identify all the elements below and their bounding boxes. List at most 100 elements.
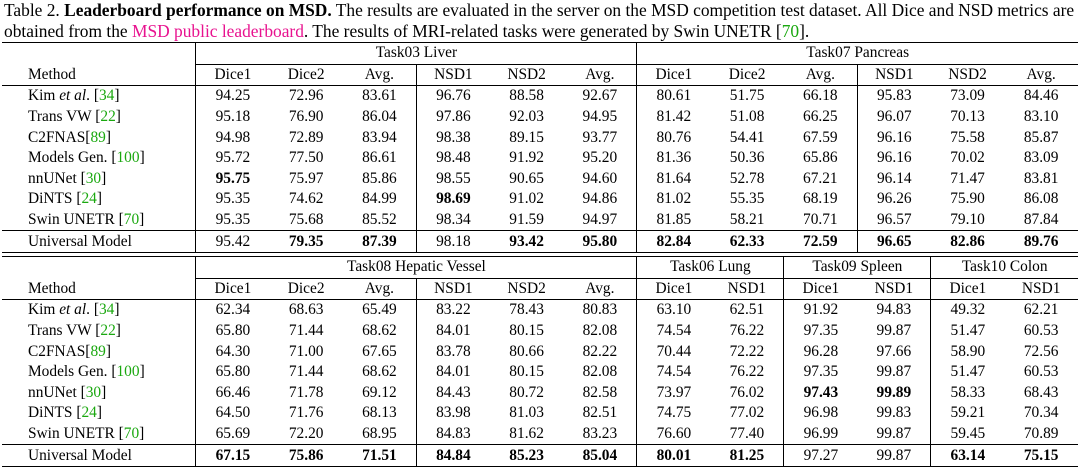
method-name: nnUNet [30]	[2, 169, 196, 190]
metric-cell: 86.61	[362, 149, 397, 167]
metric-cell: 68.19	[803, 190, 838, 208]
citation-link[interactable]: 70	[123, 211, 140, 229]
method-name: Trans VW [22]	[2, 321, 196, 342]
table-row: Trans VW [22] 95.18 76.90 86.04 97.86 92.03 94…	[2, 106, 1078, 128]
method-name: Models Gen. [100]	[2, 148, 196, 169]
column-header: Dice1	[636, 278, 711, 301]
metric-cell: 85.52	[362, 211, 397, 229]
citation-link[interactable]: 30	[85, 169, 102, 187]
column-header: NSD2	[489, 64, 564, 87]
metric-cell: 95.35	[195, 189, 270, 210]
leaderboard-link[interactable]: MSD public leaderboard	[131, 21, 304, 41]
citation-link[interactable]: 89	[90, 342, 106, 360]
metric-cell: 71.44	[288, 322, 324, 340]
method-name: Kim et al. [34]	[2, 300, 196, 321]
metric-cell: 93.77	[582, 128, 618, 146]
caption-text-2: . The results of MRI-related tasks were …	[303, 21, 782, 41]
table-row: Models Gen. [100] 65.80 71.44 68.62 84.01 80.…	[2, 361, 1078, 383]
method-name-text: DiNTS [	[28, 190, 82, 208]
method-header: Method	[2, 278, 196, 301]
metric-cell: 72.22	[729, 342, 765, 360]
metric-cell: 51.47	[930, 320, 1005, 342]
metric-cell: 73.09	[950, 87, 985, 105]
citation-link[interactable]: 22	[100, 322, 116, 340]
metric-cell: 99.87	[876, 425, 912, 443]
metric-cell: 95.83	[856, 85, 931, 107]
metric-cell: 81.42	[636, 106, 711, 128]
column-header: NSD1	[857, 278, 931, 301]
metric-cell: 60.53	[1023, 363, 1059, 381]
metric-cell: 82.08	[582, 363, 618, 381]
metric-cell: 71.00	[288, 342, 324, 360]
metric-cell: 96.14	[856, 168, 931, 190]
citation-link[interactable]: 30	[85, 383, 102, 401]
metric-cell: 79.10	[950, 211, 985, 229]
caption-citation[interactable]: 70	[781, 21, 800, 41]
method-name-text: nnUNet [	[28, 383, 86, 401]
citation-link[interactable]: 70	[123, 425, 140, 443]
metric-cell: 99.87	[876, 322, 912, 340]
citation-link[interactable]: 100	[116, 363, 140, 381]
metric-cell: 74.62	[288, 190, 324, 208]
metric-cell: 97.35	[783, 320, 858, 342]
metric-cell: 91.59	[509, 211, 544, 229]
metric-cell: 49.32	[930, 299, 1005, 321]
method-name-text: Universal Model	[28, 446, 132, 464]
metric-cell: 82.51	[582, 404, 618, 422]
column-header: NSD2	[930, 64, 1005, 87]
method-name-text: ]	[115, 322, 121, 340]
metric-cell: 80.15	[509, 322, 544, 340]
metric-cell: 83.78	[415, 341, 490, 362]
citation-link[interactable]: 22	[100, 108, 116, 126]
method-name: Swin UNETR [70]	[2, 210, 196, 231]
method-name-text: Models Gen. [	[28, 363, 117, 381]
table-row: nnUNet [30] 95.75 75.97 85.86 98.55 90.65 94.6…	[2, 168, 1078, 190]
metric-cell: 98.48	[415, 147, 490, 169]
citation-link[interactable]: 34	[98, 301, 115, 319]
citation-link[interactable]: 24	[81, 404, 97, 422]
metric-cell: 80.72	[509, 383, 544, 401]
table-row: Trans VW [22] 65.80 71.44 68.62 84.01 80.15 82…	[2, 320, 1078, 342]
metric-cell: 97.27	[783, 444, 858, 467]
metric-cell: 83.22	[415, 299, 490, 321]
metric-cell: 96.65	[856, 230, 931, 253]
metric-cell: 66.46	[195, 382, 270, 404]
metric-cell: 82.58	[582, 383, 618, 401]
metric-cell: 66.25	[803, 108, 838, 126]
metric-cell: 83.94	[362, 128, 397, 146]
metric-cell: 96.16	[856, 147, 931, 169]
metric-cell: 94.60	[582, 169, 618, 187]
metric-cell: 95.35	[195, 209, 270, 231]
citation-link[interactable]: 34	[98, 87, 115, 105]
metric-cell: 71.44	[288, 363, 324, 381]
metric-cell: 85.23	[489, 444, 564, 467]
method-name-text: ]	[139, 425, 145, 443]
metric-cell: 62.51	[729, 301, 765, 319]
metric-cell: 84.01	[415, 361, 490, 383]
citation-link[interactable]: 89	[90, 128, 106, 146]
citation-link[interactable]: 100	[116, 149, 140, 167]
metric-cell: 64.50	[195, 403, 270, 424]
metric-cell: 84.83	[415, 423, 490, 445]
metric-cell: 67.65	[362, 342, 397, 360]
method-header: Method	[2, 64, 196, 87]
metric-cell: 75.15	[1004, 444, 1078, 467]
metric-cell: 72.96	[288, 87, 324, 105]
method-name-italic: et al	[59, 301, 87, 319]
metric-cell: 99.89	[876, 383, 912, 401]
column-header: Avg.	[563, 278, 637, 301]
citation-link[interactable]: 24	[81, 190, 97, 208]
metric-cell: 96.98	[783, 403, 858, 424]
metric-cell: 68.62	[362, 322, 397, 340]
metric-cell: 95.72	[195, 147, 270, 169]
metric-cell: 65.49	[362, 301, 397, 319]
column-header: Dice1	[636, 64, 711, 87]
metric-cell: 81.36	[636, 147, 711, 169]
metric-cell: 84.43	[415, 382, 490, 404]
method-name-text: Trans VW [	[28, 108, 101, 126]
metric-cell: 72.20	[288, 425, 324, 443]
caption-text-1: The results are evaluated in the server …	[4, 0, 1075, 41]
metric-cell: 95.75	[195, 168, 270, 190]
metric-cell: 99.87	[857, 444, 931, 467]
metric-cell: 74.54	[636, 361, 711, 383]
